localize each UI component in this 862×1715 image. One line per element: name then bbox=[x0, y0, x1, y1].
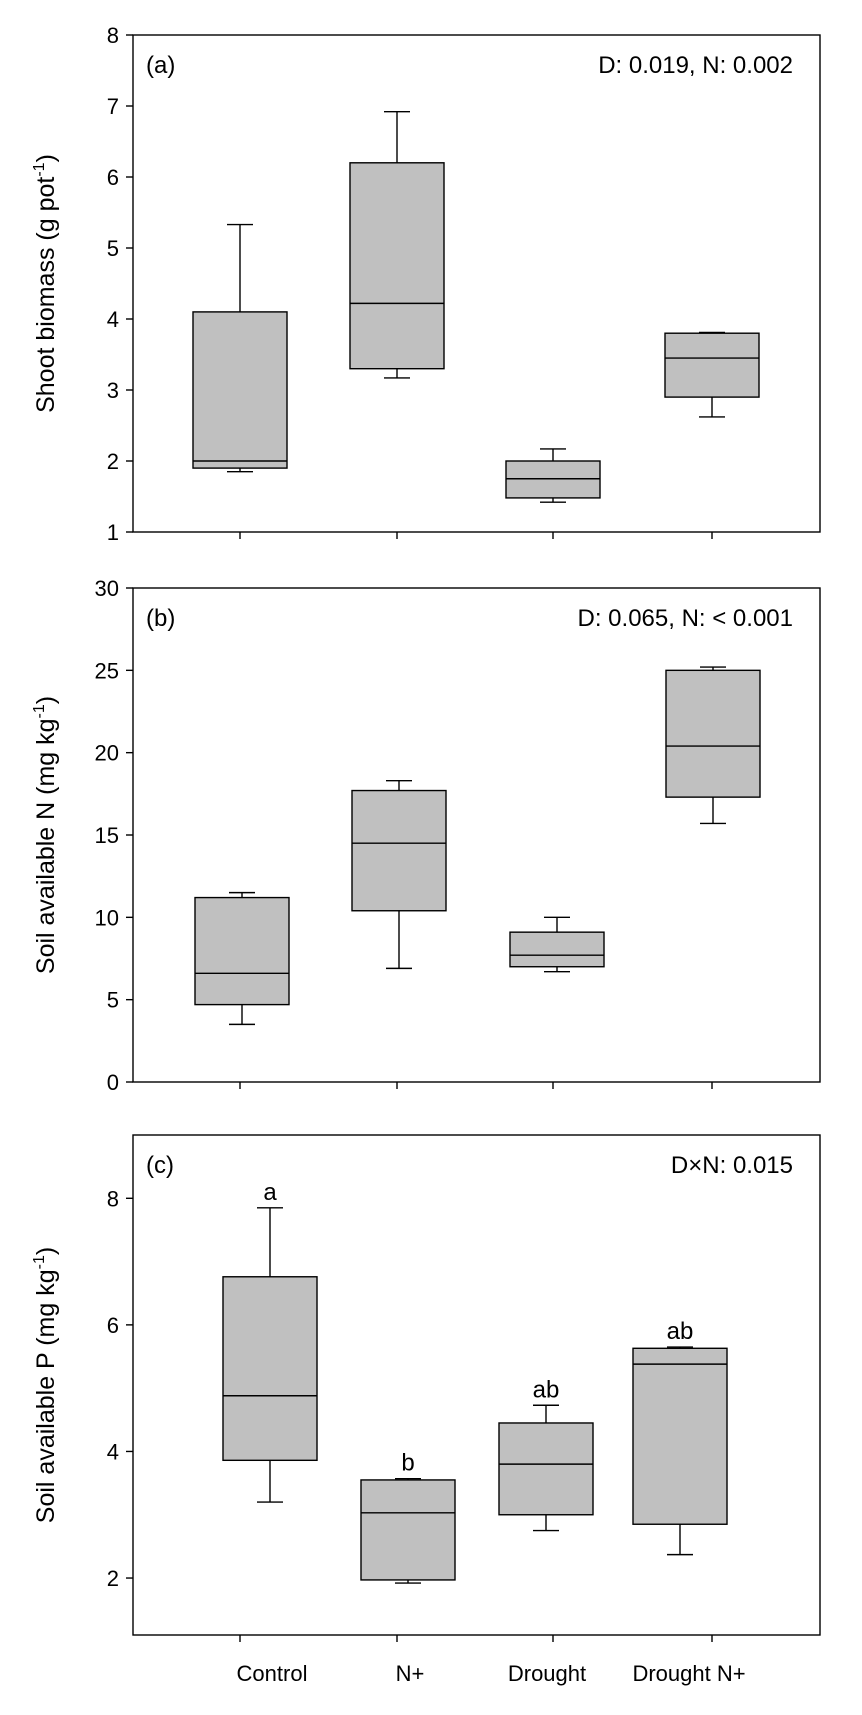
y-tick-label: 8 bbox=[107, 1186, 119, 1211]
y-tick-label: 20 bbox=[95, 741, 119, 766]
box-iqr bbox=[632, 1347, 728, 1525]
box-n- bbox=[349, 110, 445, 379]
significance-letter: a bbox=[263, 1179, 277, 1206]
box-drought: ab bbox=[498, 1376, 594, 1532]
y-tick-label: 1 bbox=[107, 520, 119, 545]
y-tick-label: 2 bbox=[107, 449, 119, 474]
panel-1: 1 2 3 4 5 6 7 8 (a) D: 0.019, N: 0.002 Shoot bioma… bbox=[31, 23, 821, 545]
y-axis-label: Shoot biomass (g pot-1) bbox=[31, 154, 60, 413]
box-drought bbox=[509, 916, 605, 973]
box-iqr bbox=[351, 789, 447, 912]
significance-letter: ab bbox=[533, 1376, 560, 1403]
box-drought bbox=[505, 448, 601, 503]
box-iqr bbox=[664, 332, 760, 398]
box-n- bbox=[351, 779, 447, 970]
significance-letter: ab bbox=[667, 1318, 694, 1345]
y-tick-label: 25 bbox=[95, 658, 119, 683]
stat-annotation: D×N: 0.015 bbox=[671, 1152, 793, 1179]
box-drought-n- bbox=[665, 666, 761, 825]
panel-label: (b) bbox=[146, 605, 175, 632]
y-tick-label: 4 bbox=[107, 1439, 119, 1464]
y-tick-label: 6 bbox=[107, 165, 119, 190]
box-control bbox=[194, 891, 290, 1026]
panel-label: (a) bbox=[146, 52, 175, 79]
box-iqr bbox=[192, 311, 288, 469]
plot-frame bbox=[132, 587, 821, 1083]
box-control: a bbox=[222, 1179, 318, 1503]
y-tick-label: 8 bbox=[107, 23, 119, 48]
box-drought-n-: ab bbox=[632, 1318, 728, 1556]
y-tick-label: 15 bbox=[95, 823, 119, 848]
y-tick-label: 10 bbox=[95, 905, 119, 930]
x-category-label: Drought bbox=[508, 1661, 586, 1686]
box-iqr bbox=[498, 1422, 594, 1516]
box-n-: b bbox=[360, 1450, 456, 1584]
y-tick-label: 2 bbox=[107, 1566, 119, 1591]
box-iqr bbox=[360, 1479, 456, 1581]
panel-label: (c) bbox=[146, 1152, 174, 1179]
y-tick-label: 4 bbox=[107, 307, 119, 332]
y-tick-label: 30 bbox=[95, 576, 119, 601]
y-tick-label: 5 bbox=[107, 988, 119, 1013]
stat-annotation: D: 0.019, N: 0.002 bbox=[598, 52, 793, 79]
box-control bbox=[192, 223, 288, 473]
box-iqr bbox=[509, 931, 605, 968]
box-iqr bbox=[505, 460, 601, 499]
plot-frame bbox=[132, 34, 821, 533]
box-iqr bbox=[665, 669, 761, 798]
y-tick-label: 0 bbox=[107, 1070, 119, 1095]
x-category-label: Drought N+ bbox=[632, 1661, 745, 1686]
x-category-label: N+ bbox=[396, 1661, 425, 1686]
panel-2: 0 5 10 15 20 25 30 (b) D: 0.065, N: < 0.001 Soil … bbox=[31, 576, 821, 1095]
y-tick-label: 5 bbox=[107, 236, 119, 261]
box-iqr bbox=[349, 162, 445, 370]
x-category-label: Control bbox=[237, 1661, 308, 1686]
box-drought-n- bbox=[664, 331, 760, 418]
significance-letter: b bbox=[401, 1450, 414, 1477]
y-tick-label: 7 bbox=[107, 94, 119, 119]
y-axis-label: Soil available N (mg kg-1) bbox=[31, 696, 60, 974]
y-axis-label: Soil available P (mg kg-1) bbox=[31, 1247, 60, 1523]
stat-annotation: D: 0.065, N: < 0.001 bbox=[578, 605, 793, 632]
plot-frame bbox=[132, 1134, 821, 1636]
box-iqr bbox=[222, 1276, 318, 1462]
box-iqr bbox=[194, 896, 290, 1006]
y-tick-label: 3 bbox=[107, 378, 119, 403]
y-tick-label: 6 bbox=[107, 1313, 119, 1338]
